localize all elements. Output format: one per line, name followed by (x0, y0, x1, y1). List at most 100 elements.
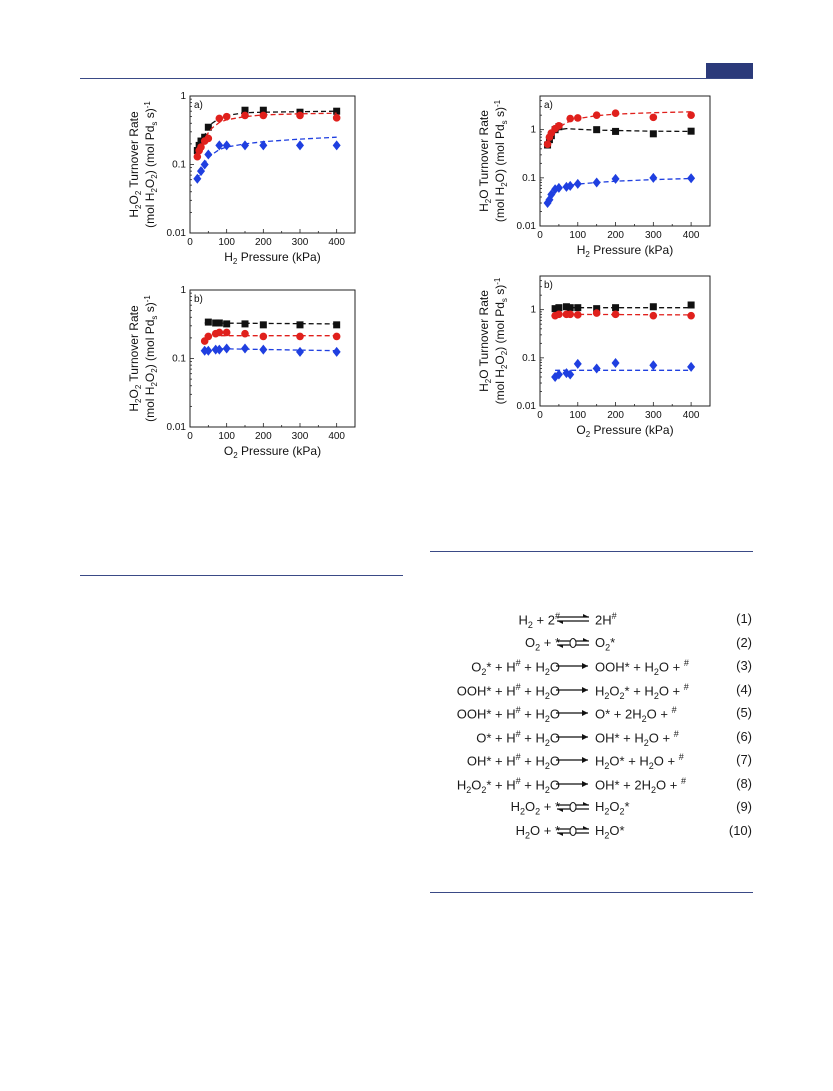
data-point (593, 126, 601, 134)
data-point (562, 368, 571, 379)
fit-line (547, 177, 692, 204)
equation-lhs: H2 + 2# (518, 611, 560, 630)
y-tick-label: 0.01 (517, 221, 537, 232)
data-point (241, 329, 249, 338)
y-axis-label-line1: H2O Turnover Rate (477, 290, 493, 392)
plot-frame (539, 275, 711, 407)
x-tick-label: 0 (187, 237, 193, 248)
reaction-equation: H2O2 + * H2O2* (9) (430, 796, 760, 818)
header-accent-tab (706, 63, 753, 78)
equation-rhs: OH* + 2H2O + # (595, 775, 686, 795)
data-point (215, 140, 224, 151)
equation-rhs: 2H# (595, 611, 617, 628)
data-point (574, 304, 582, 312)
data-point (259, 140, 268, 151)
data-point (687, 111, 695, 119)
equation-lhs: H2O2* + H# + H2O (456, 775, 560, 795)
panel-label: a) (544, 100, 553, 111)
forward-arrow-icon (556, 780, 588, 787)
equation-lhs: OH* + H# + H2O (466, 752, 560, 771)
equation-number: (10) (728, 822, 752, 838)
data-point (259, 332, 268, 341)
x-tick-label: 300 (292, 237, 309, 248)
y-axis-label-line1: H2O2 Turnover Rate (127, 305, 143, 412)
data-point (545, 194, 554, 205)
equation-rhs: OH* + H2O + # (595, 728, 679, 748)
y-axis-label-line2: (mol H2O2) (mol Pds s)-1 (493, 277, 509, 404)
data-point (649, 172, 658, 183)
data-point (555, 310, 563, 319)
data-point (332, 332, 341, 341)
data-point (241, 106, 249, 114)
forward-arrow-icon (556, 663, 588, 669)
data-point (296, 346, 304, 357)
chart-left-a-h2o2-vs-h2: 0.01 0.1 1 0 100 200 300 400 a) H2 Pressure (kPa)… (127, 91, 356, 266)
plot-frame (189, 95, 356, 234)
chart-right-b-h2o-vs-o2: 0.01 0.1 1 0 100 200 300 400 b) O2 Pressure (kPa)… (477, 275, 711, 439)
quasi-equilibrium-arrow-icon (557, 825, 589, 836)
x-tick-label: 400 (328, 431, 345, 442)
data-point (566, 304, 574, 312)
y-axis-label-line2: (mol H2O2) (mol Pds s)-1 (143, 101, 159, 228)
data-point (333, 107, 341, 115)
data-point (193, 152, 202, 161)
y-tick-label: 0.1 (172, 160, 186, 171)
data-point (296, 321, 304, 329)
data-point (241, 140, 249, 151)
quasi-equilibrium-arrow-icon (557, 637, 589, 648)
data-point (212, 319, 220, 327)
data-point (592, 363, 601, 374)
data-point (555, 122, 563, 130)
equation-number: (9) (736, 799, 752, 814)
x-tick-label: 100 (569, 230, 586, 241)
data-point (204, 332, 213, 341)
data-point (547, 189, 556, 200)
forward-arrow-icon (556, 757, 588, 763)
equation-number: (4) (736, 681, 752, 697)
left-section-rule (80, 575, 403, 576)
data-point (296, 332, 304, 341)
data-point (215, 319, 223, 327)
y-tick-label: 1 (530, 305, 536, 316)
data-point (562, 181, 571, 192)
equation-lhs: OOH* + H# + H2O (456, 705, 560, 724)
x-tick-label: 100 (218, 237, 235, 248)
quasi-equilibrium-arrow-icon (557, 802, 589, 812)
fit-line (555, 313, 692, 316)
data-point (566, 180, 575, 191)
equation-rhs: H2O* + H2O + # (595, 752, 684, 771)
equation-number: (8) (736, 775, 752, 791)
data-point (332, 114, 341, 122)
x-axis-label: O2 Pressure (kPa) (576, 423, 673, 439)
y-tick-label: 1 (530, 125, 536, 136)
data-point (611, 109, 620, 117)
equation-rhs: H2O2* (595, 799, 630, 817)
data-point (573, 358, 582, 369)
panel-label: b) (194, 294, 203, 305)
data-point (649, 360, 658, 371)
equation-lhs: H2O2 + * (510, 799, 560, 817)
chart-right-a-h2o-vs-h2: 0.01 0.1 1 0 100 200 300 400 a) H2 Pressure (kPa)… (477, 95, 711, 259)
reaction-equation: O2* + H# + H2O OOH* + H2O + # (3) (430, 655, 760, 677)
data-point (197, 166, 205, 177)
y-tick-label: 0.1 (522, 353, 536, 364)
data-point (687, 127, 695, 135)
equation-rhs: O2* (595, 634, 616, 653)
data-point (611, 358, 620, 369)
reaction-equation: O* + H# + H2O OH* + H2O + # (6) (430, 726, 760, 748)
x-tick-label: 300 (292, 431, 309, 442)
panel-label: a) (194, 100, 203, 111)
data-point (259, 106, 267, 114)
x-tick-label: 300 (645, 230, 662, 241)
data-point (551, 305, 559, 313)
data-point (204, 149, 213, 160)
equation-lhs: O2* + H# + H2O (471, 658, 560, 677)
data-point (573, 114, 582, 122)
y-tick-label: 0.01 (167, 422, 187, 433)
x-tick-label: 200 (255, 237, 272, 248)
data-point (204, 134, 213, 143)
fit-line (204, 347, 337, 352)
y-axis-label-line2: (mol H2O2) (mol Pds s)-1 (143, 295, 159, 422)
data-point (554, 182, 563, 193)
data-point (200, 159, 209, 170)
